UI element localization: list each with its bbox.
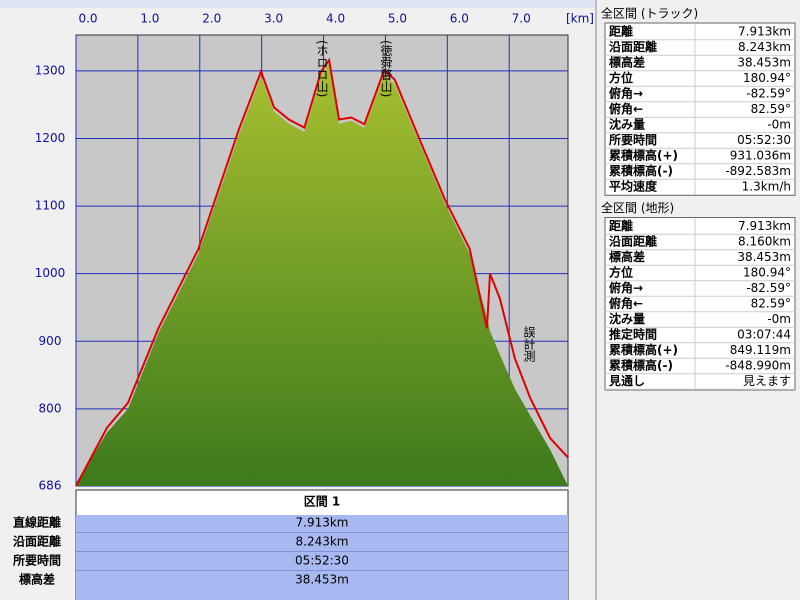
panel-label: 平均速度	[609, 179, 658, 194]
panel-label: 沈み量	[609, 311, 645, 326]
x-tick-label: 3.0	[264, 12, 283, 26]
x-tick-label: 7.0	[512, 12, 531, 26]
panel-label: 方位	[609, 265, 633, 280]
panel-label: 累積標高(-)	[609, 163, 673, 178]
panel-value: 7.913km	[738, 219, 791, 233]
row-label: 所要時間	[13, 553, 61, 568]
panel-value: 931.036m	[730, 149, 791, 163]
annotation: (ホロロ山)	[315, 40, 329, 97]
x-tick-label: 6.0	[450, 12, 469, 26]
x-tick-label: 4.0	[326, 12, 345, 26]
panel-value: 38.453m	[737, 56, 791, 70]
panel-value: -0m	[767, 118, 791, 132]
track-line	[75, 57, 569, 487]
x-tick-label: 2.0	[202, 12, 221, 26]
panel-value: -82.59°	[746, 281, 791, 295]
terrain-area	[76, 62, 568, 487]
table-header: 区間 1	[304, 495, 341, 509]
row-value: 8.243km	[296, 535, 349, 549]
x-tick-label: 1.0	[140, 12, 159, 26]
panel-value: 38.453m	[737, 250, 791, 264]
panel-value: 82.59°	[751, 102, 791, 116]
tab-strip	[0, 0, 595, 8]
panel-value: 05:52:30	[737, 133, 791, 147]
row-value: 38.453m	[295, 573, 349, 587]
panel-label: 俯角←	[609, 101, 643, 116]
panel-value: 03:07:44	[737, 328, 791, 342]
x-tick-label: 5.0	[388, 12, 407, 26]
panel-value: -0m	[767, 312, 791, 326]
panel-label: 標高差	[609, 249, 645, 264]
section-table-body	[76, 515, 568, 600]
panel-label: 見通し	[608, 373, 645, 388]
panel-value: 見えます	[743, 374, 791, 388]
panel-value: 849.119m	[730, 343, 791, 357]
panel-label: 俯角→	[609, 86, 643, 101]
panel-value: 7.913km	[738, 25, 791, 39]
panel-label: 距離	[609, 24, 633, 39]
row-label: 直線距離	[13, 515, 61, 530]
row-value: 05:52:30	[295, 554, 349, 568]
y-tick-label: 1100	[35, 199, 66, 213]
panel-value: 1.3km/h	[742, 180, 791, 194]
panel-label: 標高差	[609, 55, 645, 70]
x-tick-label: 0.0	[78, 12, 97, 26]
panel-label: 方位	[609, 70, 633, 85]
panel-label: 推定時間	[609, 327, 657, 342]
panel-label: 沿面距離	[608, 234, 657, 249]
panel-body	[604, 22, 796, 196]
x-axis-unit: [km]	[566, 12, 594, 26]
panel-value: 82.59°	[751, 297, 791, 311]
row-label: 標高差	[19, 572, 55, 587]
panel-title: 全区間 (トラック)	[601, 6, 698, 21]
annotation: 誤計測	[522, 325, 536, 363]
panel-label: 累積標高(+)	[609, 148, 678, 163]
y-tick-label: 686	[39, 479, 62, 493]
panel-label: 沈み量	[609, 117, 645, 132]
row-value: 7.913km	[296, 516, 349, 530]
y-tick-label: 800	[39, 401, 62, 415]
panel-value: -848.990m	[725, 359, 791, 373]
panel-label: 所要時間	[609, 132, 657, 147]
y-tick-label: 1300	[35, 63, 66, 77]
panel-body	[604, 217, 796, 391]
panel-value: 180.94°	[743, 71, 791, 85]
panel-label: 距離	[609, 218, 633, 233]
panel-label: 俯角→	[609, 280, 643, 295]
row-label: 沿面距離	[12, 534, 61, 549]
panel-label: 累積標高(-)	[609, 358, 673, 373]
annotation: (徳舜瞥山)	[379, 40, 393, 97]
y-tick-label: 900	[39, 334, 62, 348]
panel-value: 180.94°	[743, 266, 791, 280]
panel-label: 累積標高(+)	[609, 342, 678, 357]
panel-value: 8.243km	[738, 40, 791, 54]
panel-label: 沿面距離	[608, 39, 657, 54]
y-tick-label: 1000	[35, 266, 66, 280]
panel-value: -892.583m	[725, 164, 791, 178]
panel-value: 8.160km	[738, 235, 791, 249]
panel-title: 全区間 (地形)	[601, 200, 674, 215]
panel-label: 俯角←	[609, 296, 643, 311]
panel-value: -82.59°	[746, 87, 791, 101]
y-tick-label: 1200	[35, 131, 66, 145]
